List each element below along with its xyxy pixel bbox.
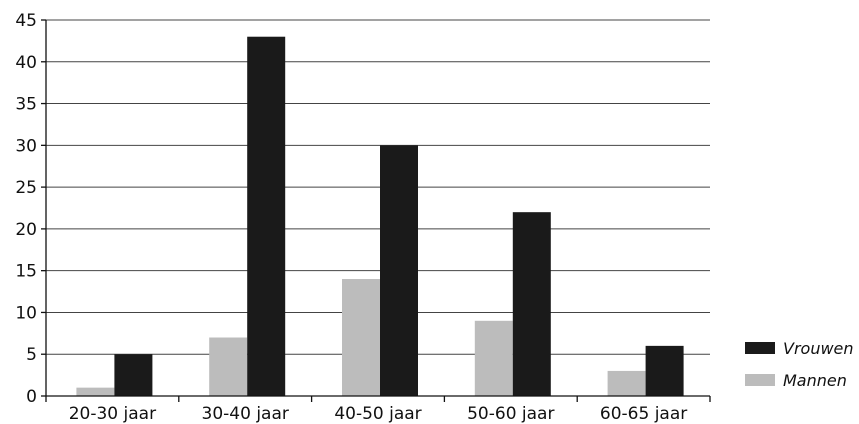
x-category-label: 50-60 jaar xyxy=(467,404,554,424)
axes xyxy=(45,20,711,402)
legend-swatch-mannen xyxy=(745,374,775,386)
gridlines xyxy=(46,19,710,355)
bar-mannen-1 xyxy=(209,337,248,396)
x-category-label: 60-65 jaar xyxy=(600,404,687,424)
bar-vrouwen-0 xyxy=(114,354,153,396)
bar-mannen-3 xyxy=(474,320,513,396)
legend-label-vrouwen: Vrouwen xyxy=(783,339,854,358)
bar-mannen-2 xyxy=(342,279,380,396)
bar-vrouwen-2 xyxy=(380,145,418,396)
bar-mannen-4 xyxy=(607,370,646,396)
y-tick-label: 40 xyxy=(15,53,37,73)
y-tick-label: 20 xyxy=(15,220,37,240)
y-tick-label: 25 xyxy=(15,178,37,198)
bar-vrouwen-1 xyxy=(247,36,286,396)
y-tick-label: 30 xyxy=(15,136,37,156)
y-axis-ticks: 0 5 10 15 20 25 30 35 40 45 xyxy=(15,11,46,407)
y-tick-label: 0 xyxy=(26,387,37,407)
bar-vrouwen-4 xyxy=(645,345,684,396)
y-tick-label: 10 xyxy=(15,303,37,323)
x-category-label: 30-40 jaar xyxy=(202,404,289,424)
legend: Vrouwen Mannen xyxy=(745,339,854,390)
bar-vrouwen-3 xyxy=(512,212,551,396)
x-axis-labels: 20-30 jaar 30-40 jaar 40-50 jaar 50-60 jaar… xyxy=(69,404,688,424)
y-tick-label: 5 xyxy=(26,345,37,365)
bar-mannen-0 xyxy=(76,387,115,396)
x-category-label: 20-30 jaar xyxy=(69,404,156,424)
x-category-label: 40-50 jaar xyxy=(334,404,421,424)
legend-swatch-vrouwen xyxy=(745,342,775,354)
y-tick-label: 35 xyxy=(15,95,37,115)
y-tick-label: 15 xyxy=(15,262,37,282)
bars xyxy=(76,36,684,396)
y-tick-label: 45 xyxy=(15,11,37,31)
legend-label-mannen: Mannen xyxy=(783,371,847,390)
